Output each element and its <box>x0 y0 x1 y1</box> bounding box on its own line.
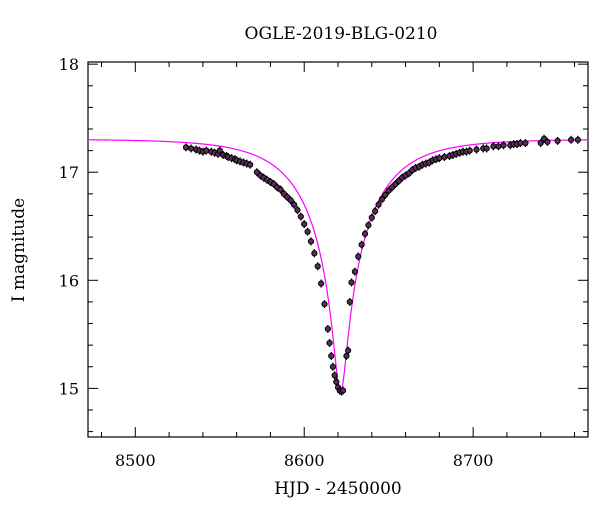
data-point <box>554 136 561 145</box>
data-points <box>182 134 581 396</box>
data-point <box>301 220 308 229</box>
y-axis-label: I magnitude <box>9 198 29 302</box>
data-point <box>441 153 448 162</box>
y-tick-label: 15 <box>59 379 79 398</box>
data-point <box>500 141 507 150</box>
x-tick-label: 8700 <box>453 451 494 470</box>
data-point <box>466 146 473 155</box>
data-point <box>318 279 325 288</box>
data-point <box>544 137 551 146</box>
data-point <box>280 189 288 198</box>
data-point <box>331 371 338 380</box>
data-point <box>436 154 443 163</box>
data-point <box>345 346 352 355</box>
data-point <box>216 146 223 155</box>
data-point <box>490 142 497 151</box>
y-tick-label: 17 <box>59 163 79 182</box>
data-point <box>304 227 311 236</box>
data-point <box>290 200 298 209</box>
model-layer <box>87 139 589 394</box>
data-point <box>329 362 337 371</box>
data-point <box>568 135 575 144</box>
plot-area: 8500 8600 8700 15 16 17 18 <box>59 55 589 470</box>
y-tick-label: 18 <box>59 55 79 74</box>
data-point <box>208 147 215 156</box>
y-tick-label: 16 <box>59 271 79 290</box>
data-point <box>574 135 581 144</box>
data-point <box>182 143 190 152</box>
data-point <box>361 229 369 238</box>
axis-tick-labels: 8500 8600 8700 15 16 17 18 <box>59 55 494 470</box>
x-tick-label: 8500 <box>115 451 156 470</box>
data-point <box>321 300 328 309</box>
data-point <box>247 160 254 169</box>
data-point <box>382 190 389 199</box>
data-point <box>328 351 335 360</box>
data-point <box>314 262 321 271</box>
data-point <box>326 338 333 347</box>
data-point <box>358 240 365 249</box>
data-point <box>368 213 375 222</box>
axis-ticks <box>88 62 588 437</box>
data-point <box>473 145 480 154</box>
data-point <box>372 207 379 216</box>
data-point <box>307 237 315 246</box>
chart-title: OGLE-2019-BLG-0210 <box>245 24 438 44</box>
data-point <box>375 200 382 209</box>
data-point <box>355 252 362 261</box>
data-point <box>294 206 301 215</box>
data-point <box>537 139 544 148</box>
data-point <box>348 278 355 287</box>
data-point <box>522 139 529 148</box>
data-point <box>343 351 350 360</box>
data-point <box>297 212 304 221</box>
data-point <box>351 267 358 276</box>
data-point <box>203 146 210 155</box>
x-tick-label: 8600 <box>284 451 325 470</box>
data-point <box>495 142 502 151</box>
model-curve <box>87 139 589 394</box>
data-point <box>277 185 284 194</box>
data-point <box>311 249 318 258</box>
data-point <box>346 297 353 306</box>
x-axis-label: HJD - 2450000 <box>274 479 402 499</box>
data-point <box>333 377 340 386</box>
data-point <box>187 144 195 153</box>
data-point <box>378 195 386 204</box>
data-point <box>365 221 372 230</box>
data-point <box>339 386 347 395</box>
data-point <box>483 144 490 153</box>
data-point <box>287 196 294 205</box>
data-point <box>324 324 331 333</box>
